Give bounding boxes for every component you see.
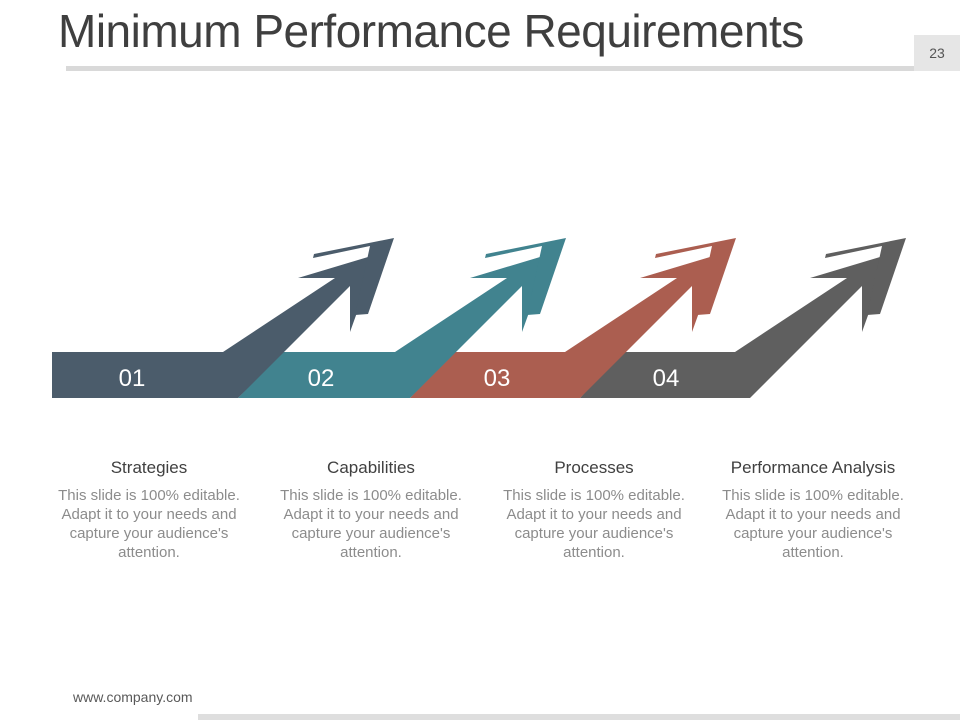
step-title: Strategies	[110, 458, 188, 477]
step-card-04: Performance Analysis This slide is 100% …	[710, 458, 916, 562]
step-description: This slide is 100% editable. Adapt it to…	[722, 487, 904, 561]
title-underline	[66, 66, 916, 71]
step-card-01: Strategies This slide is 100% editable. …	[46, 458, 252, 562]
step-number-02: 02	[307, 365, 335, 392]
step-title: Processes	[554, 458, 634, 477]
slide-title: Minimum Performance Requirements	[58, 5, 804, 57]
arrow-step-04	[580, 238, 906, 398]
step-title: Capabilities	[327, 458, 415, 477]
step-card-03: Processes This slide is 100% editable. A…	[491, 458, 697, 562]
arrow-step-01	[52, 238, 394, 398]
step-number-01: 01	[118, 365, 146, 392]
footer-website-link[interactable]: www.company.com	[73, 689, 193, 705]
step-number-03: 03	[483, 365, 511, 392]
step-description: This slide is 100% editable. Adapt it to…	[503, 487, 685, 561]
footer-bar	[198, 714, 960, 720]
arrow-step-02	[238, 238, 566, 398]
step-description: This slide is 100% editable. Adapt it to…	[58, 487, 240, 561]
step-number-04: 04	[652, 365, 680, 392]
step-card-02: Capabilities This slide is 100% editable…	[268, 458, 474, 562]
arrow-step-03	[410, 238, 736, 398]
step-description: This slide is 100% editable. Adapt it to…	[280, 487, 462, 561]
step-title: Performance Analysis	[730, 458, 896, 477]
page-number-badge: 23	[914, 35, 960, 71]
